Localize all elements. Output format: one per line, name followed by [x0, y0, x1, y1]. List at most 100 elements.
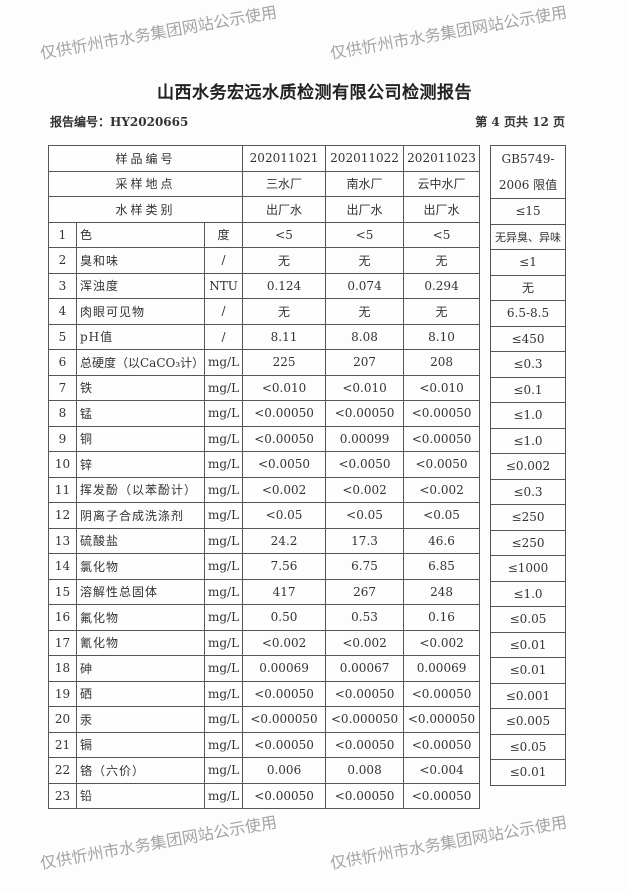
- result-value: 24.2: [242, 527, 327, 554]
- limit-row: ≤250: [490, 504, 566, 531]
- table-row: 21 镉 mg/L <0.00050 <0.00050 <0.00050: [48, 731, 481, 758]
- row-number: 20: [48, 706, 77, 733]
- result-value: <0.00050: [325, 400, 405, 427]
- limit-header: GB5749- 2006 限值: [490, 145, 566, 199]
- unit: mg/L: [203, 502, 244, 529]
- row-number: 11: [48, 476, 77, 503]
- result-value: 0.53: [325, 604, 405, 631]
- row-number: 1: [48, 221, 77, 248]
- result-value: <0.00050: [242, 425, 327, 452]
- result-value: <0.05: [403, 502, 481, 529]
- result-value: 8.11: [242, 323, 327, 350]
- limit-row: 无异臭、异味: [490, 223, 566, 250]
- sample-location: 三水厂: [242, 170, 327, 197]
- result-value: <0.010: [242, 374, 327, 401]
- result-value: <0.05: [325, 502, 405, 529]
- row-number: 3: [48, 272, 77, 299]
- limit-value: ≤0.002: [490, 453, 566, 480]
- result-value: 46.6: [403, 527, 481, 554]
- result-value: <0.002: [242, 629, 327, 656]
- limit-value: ≤1: [490, 249, 566, 276]
- table-row: 1 色度 <5 <5 <5: [48, 221, 481, 248]
- limit-value: ≤0.01: [490, 631, 566, 658]
- item-name: 氟化物: [76, 604, 205, 631]
- item-name: 臭和味: [76, 247, 205, 274]
- watermark: 仅供忻州市水务集团网站公示使用: [328, 812, 569, 873]
- result-value: <0.002: [403, 476, 481, 503]
- sample-type: 出厂水: [325, 196, 405, 223]
- sample-no: 202011023: [403, 145, 481, 172]
- unit: mg/L: [203, 782, 244, 809]
- result-value: <0.00050: [403, 680, 481, 707]
- item-name: 硫酸盐: [76, 527, 205, 554]
- limit-row: 无: [490, 274, 566, 301]
- result-value: <0.002: [325, 629, 405, 656]
- report-number: 报告编号：HY2020665: [50, 115, 189, 129]
- result-value: 208: [403, 349, 481, 376]
- table-row: 20 汞 mg/L <0.000050 <0.000050 <0.000050: [48, 706, 481, 733]
- item-name: pH值: [76, 323, 205, 350]
- item-name: 总硬度（以CaCO₃计）: [76, 349, 205, 376]
- result-value: 无: [325, 298, 405, 325]
- item-name: 锌: [76, 451, 205, 478]
- limit-value: ≤0.001: [490, 682, 566, 709]
- table-row: 11 挥发酚（以苯酚计） mg/L <0.002 <0.002 <0.002: [48, 476, 481, 503]
- item-name: 锰: [76, 400, 205, 427]
- table-row: 4 肉眼可见物 / 无无无: [48, 298, 481, 325]
- limit-value: ≤250: [490, 529, 566, 556]
- unit: mg/L: [203, 451, 244, 478]
- limit-row: ≤0.005: [490, 708, 566, 735]
- result-value: 225: [242, 349, 327, 376]
- result-value: <5: [325, 221, 405, 248]
- row-number: 23: [48, 782, 77, 809]
- limit-value: ≤1.0: [490, 580, 566, 607]
- header-row-type: 水样类别 出厂水 出厂水 出厂水: [47, 196, 481, 223]
- table-row: 12 阴离子合成洗涤剂 mg/L <0.05 <0.05 <0.05: [48, 502, 481, 529]
- result-value: <0.002: [242, 476, 327, 503]
- table-row: 5 pH值/8.11 8.08 8.10: [48, 323, 481, 350]
- row-number: 19: [48, 680, 77, 707]
- row-number: 4: [48, 298, 77, 325]
- result-value: <0.00050: [403, 400, 481, 427]
- item-name: 镉: [76, 731, 205, 758]
- limit-row: ≤0.001: [490, 682, 566, 709]
- result-value: <0.00050: [242, 680, 327, 707]
- limit-value: ≤250: [490, 504, 566, 531]
- row-number: 14: [48, 553, 77, 580]
- result-value: 0.008: [325, 757, 405, 784]
- limit-value: ≤0.005: [490, 708, 566, 735]
- sample-type: 出厂水: [242, 196, 327, 223]
- limit-value: ≤0.3: [490, 351, 566, 378]
- item-name: 溶解性总固体: [76, 578, 205, 605]
- limit-value: ≤0.1: [490, 376, 566, 403]
- result-value: <0.000050: [242, 706, 327, 733]
- result-value: 0.50: [242, 604, 327, 631]
- result-value: 无: [242, 247, 327, 274]
- result-value: <0.00050: [403, 782, 481, 809]
- limit-label-1: GB5749-: [501, 152, 555, 166]
- result-value: <5: [403, 221, 481, 248]
- table-row: 18 砷 mg/L 0.00069 0.00067 0.00069: [48, 655, 481, 682]
- result-value: <0.0050: [242, 451, 327, 478]
- limit-label-2: 2006 限值: [498, 178, 558, 192]
- result-value: 267: [325, 578, 405, 605]
- item-name: 铬（六价）: [76, 757, 205, 784]
- limit-row: ≤250: [490, 529, 566, 556]
- result-value: 417: [242, 578, 327, 605]
- limit-value: ≤0.05: [490, 606, 566, 633]
- unit: mg/L: [203, 604, 244, 631]
- limit-value: 无异臭、异味: [490, 223, 566, 250]
- report-title: 山西水务宏远水质检测有限公司检测报告: [157, 83, 472, 103]
- limit-value: ≤0.01: [490, 657, 566, 684]
- limit-value: ≤15: [490, 198, 566, 225]
- table-row: 9 铜 mg/L <0.00050 0.00099 <0.00050: [48, 425, 481, 452]
- limit-value: ≤1000: [490, 555, 566, 582]
- table-row: 19 硒 mg/L <0.00050 <0.00050 <0.00050: [48, 680, 481, 707]
- item-name: 氯化物: [76, 553, 205, 580]
- unit: mg/L: [203, 655, 244, 682]
- unit: mg/L: [203, 527, 244, 554]
- row-number: 9: [48, 425, 77, 452]
- limit-row: ≤450: [490, 325, 566, 352]
- unit: 度: [203, 221, 244, 248]
- limit-value: ≤1.0: [490, 427, 566, 454]
